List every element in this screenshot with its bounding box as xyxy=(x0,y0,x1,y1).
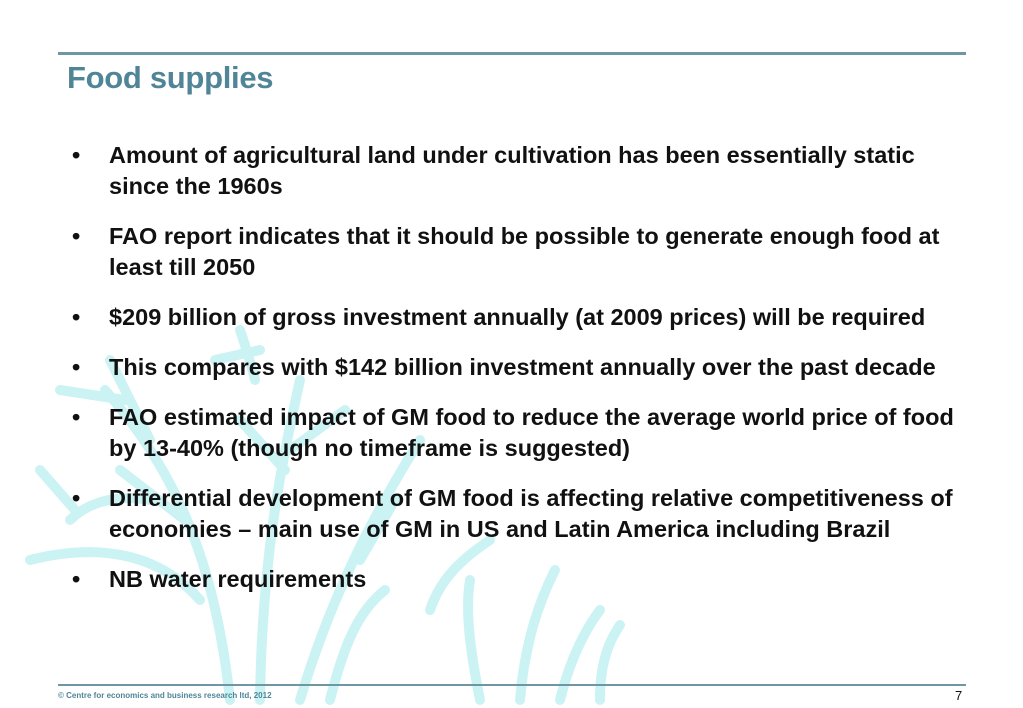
bottom-divider xyxy=(58,684,966,686)
bullet-marker: • xyxy=(72,354,81,380)
slide-title: Food supplies xyxy=(67,60,274,95)
bullet-item: • Amount of agricultural land under cult… xyxy=(70,140,970,202)
page-number: 7 xyxy=(955,688,963,703)
bullet-item: • Differential development of GM food is… xyxy=(70,483,970,545)
bullet-list: • Amount of agricultural land under cult… xyxy=(70,140,970,614)
bullet-item: • This compares with $142 billion invest… xyxy=(70,352,970,383)
bullet-marker: • xyxy=(72,485,81,511)
bullet-marker: • xyxy=(72,304,81,330)
bullet-item: • NB water requirements xyxy=(70,564,970,595)
bullet-item: • FAO report indicates that it should be… xyxy=(70,221,970,283)
bullet-item: • FAO estimated impact of GM food to red… xyxy=(70,402,970,464)
bullet-marker: • xyxy=(72,566,81,592)
bullet-marker: • xyxy=(72,223,81,249)
bullet-text: FAO estimated impact of GM food to reduc… xyxy=(109,404,954,461)
footer-copyright: © Centre for economics and business rese… xyxy=(58,691,272,700)
bullet-item: • $209 billion of gross investment annua… xyxy=(70,302,970,333)
bullet-text: $209 billion of gross investment annuall… xyxy=(109,304,926,330)
bullet-text: Amount of agricultural land under cultiv… xyxy=(109,142,915,199)
top-divider xyxy=(58,52,966,55)
bullet-marker: • xyxy=(72,142,81,168)
bullet-marker: • xyxy=(72,404,81,430)
bullet-text: FAO report indicates that it should be p… xyxy=(109,223,940,280)
bullet-text: This compares with $142 billion investme… xyxy=(109,354,936,380)
bullet-text: NB water requirements xyxy=(109,566,367,592)
bullet-text: Differential development of GM food is a… xyxy=(109,485,953,542)
